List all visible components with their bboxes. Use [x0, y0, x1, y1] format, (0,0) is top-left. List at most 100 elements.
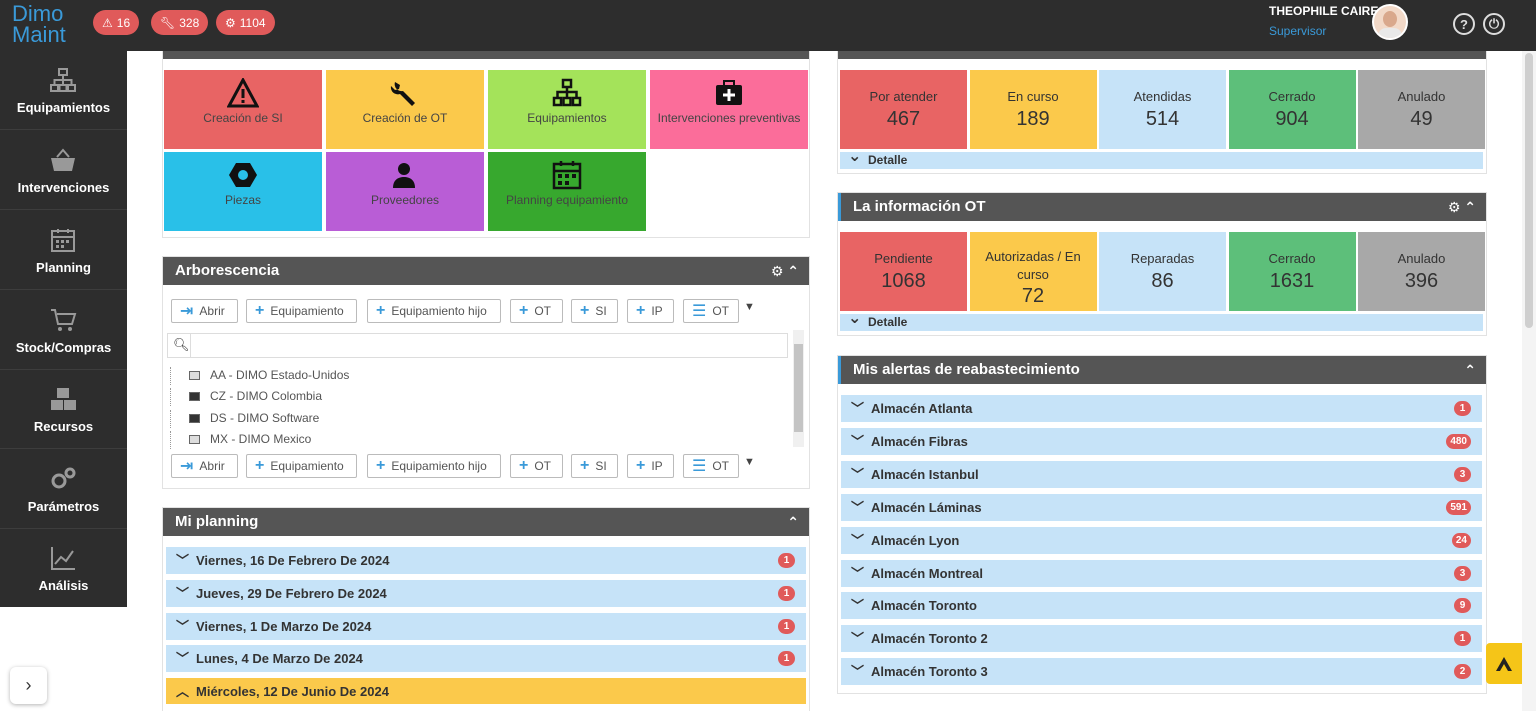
- tree-panel-controls[interactable]: ⚙ ⌃: [771, 257, 799, 285]
- sidebar-item-equipamientos[interactable]: Equipamientos: [0, 51, 127, 130]
- planning-row[interactable]: ﹀ Viernes, 1 De Marzo De 2024 1: [166, 612, 806, 640]
- tile-creaci-n-de-si[interactable]: Creación de SI: [164, 70, 322, 149]
- si-button[interactable]: + SI: [571, 454, 618, 478]
- tile-proveedores[interactable]: Proveedores: [326, 152, 484, 231]
- planning-row[interactable]: ︿ Miércoles, 12 De Junio De 2024: [166, 678, 806, 705]
- ot-button[interactable]: + OT: [510, 454, 563, 478]
- chevron-up-icon[interactable]: ⌃: [787, 263, 799, 279]
- sidebar-item-parametros[interactable]: Parámetros: [0, 450, 127, 529]
- alert-row[interactable]: ﹀ Almacén Toronto 3 2: [841, 658, 1482, 686]
- maintenance-badge[interactable]: ⚙ 1104: [216, 10, 275, 35]
- si-detail-toggle[interactable]: Detalle: [840, 148, 1483, 169]
- ot-detail-toggle[interactable]: Detalle: [840, 310, 1483, 331]
- count-badge: 2: [1454, 664, 1471, 680]
- tile-planning-equipamiento[interactable]: Planning equipamiento: [488, 152, 646, 231]
- count-badge: 24: [1451, 532, 1471, 548]
- alert-row[interactable]: ﹀ Almacén Toronto 9: [841, 592, 1482, 620]
- tile-piezas[interactable]: Piezas: [164, 152, 322, 231]
- warning-icon: ⚠: [102, 15, 113, 30]
- planning-row[interactable]: ﹀ Viernes, 16 De Febrero De 2024 1: [166, 547, 806, 574]
- logo-line-2: Maint: [12, 22, 66, 47]
- chevron-up-icon[interactable]: ⌃: [787, 514, 799, 530]
- gears-icon[interactable]: ⚙: [1447, 199, 1461, 215]
- work-orders-badge[interactable]: 🔧︎ 328: [151, 10, 209, 35]
- count-badge: 3: [1454, 466, 1471, 482]
- tree-connector: [170, 388, 184, 407]
- user-name[interactable]: THEOPHILE CAIRE: [1269, 4, 1379, 18]
- gears-icon[interactable]: ⚙: [770, 263, 784, 279]
- tree-node[interactable]: DS - DIMO Software: [170, 409, 770, 428]
- chevron-up-icon[interactable]: ⌃: [1464, 362, 1476, 378]
- sidebar-item-recursos[interactable]: Recursos: [0, 370, 127, 449]
- alert-row[interactable]: ﹀ Almacén Atlanta 1: [841, 395, 1482, 422]
- alerts-badge[interactable]: ⚠ 16: [93, 10, 140, 35]
- count-badge: 1: [1454, 631, 1471, 647]
- chevron-down-icon: ﹀: [851, 466, 865, 482]
- alert-row[interactable]: ﹀ Almacén Láminas 591: [841, 493, 1482, 521]
- assistant-button[interactable]: [1486, 643, 1522, 684]
- ot-button[interactable]: + OT: [510, 299, 563, 323]
- alert-row[interactable]: ﹀ Almacén Montreal 3: [841, 559, 1482, 587]
- ot-button[interactable]: ☰ OT: [683, 299, 739, 323]
- calendar-icon: [551, 160, 583, 190]
- dropdown-caret-icon[interactable]: ▼: [744, 456, 755, 468]
- tile-creaci-n-de-ot[interactable]: Creación de OT: [326, 70, 484, 149]
- button-label: Equipamiento hijo: [391, 459, 487, 473]
- equipamiento-hijo-button[interactable]: + Equipamiento hijo: [367, 454, 501, 478]
- plus-icon: +: [255, 457, 265, 474]
- ot-stat-cerrado[interactable]: Cerrado 1631: [1228, 232, 1356, 311]
- ot-stat-pendiente[interactable]: Pendiente 1068: [840, 232, 967, 311]
- chevron-up-icon[interactable]: ⌃: [1464, 199, 1476, 215]
- chevron-down-icon: ﹀: [851, 433, 865, 449]
- power-icon[interactable]: ⏻: [1483, 13, 1505, 35]
- plus-icon: +: [255, 302, 265, 319]
- abrir-button[interactable]: ⇥ Abrir: [171, 299, 238, 323]
- tree-node-label: CZ - DIMO Colombia: [210, 389, 323, 404]
- app-logo[interactable]: Dimo Maint: [12, 3, 66, 47]
- abrir-button[interactable]: ⇥ Abrir: [171, 454, 238, 478]
- ot-stat-anulado[interactable]: Anulado 396: [1358, 232, 1485, 311]
- ip-button[interactable]: + IP: [627, 454, 674, 478]
- ip-button[interactable]: + IP: [627, 299, 674, 323]
- sidebar-item-analisis[interactable]: Análisis: [0, 529, 127, 608]
- tree-scrollbar[interactable]: [793, 330, 804, 447]
- si-stat-anulado[interactable]: Anulado 49: [1358, 70, 1485, 149]
- button-label: Abrir: [199, 459, 225, 473]
- alert-row[interactable]: ﹀ Almacén Toronto 2 1: [841, 625, 1482, 653]
- sidebar-item-label: Equipamientos: [16, 100, 111, 115]
- equipamiento-button[interactable]: + Equipamiento: [246, 299, 357, 323]
- tree-node[interactable]: AA - DIMO Estado-Unidos: [170, 367, 770, 385]
- ot-button[interactable]: ☰ OT: [683, 454, 739, 478]
- alert-row[interactable]: ﹀ Almacén Fibras 480: [841, 427, 1482, 455]
- si-stat-en-curso[interactable]: En curso 189: [969, 70, 1097, 149]
- si-stat-por-atender[interactable]: Por atender 467: [840, 70, 967, 149]
- equipamiento-button[interactable]: + Equipamiento: [246, 454, 357, 478]
- help-icon[interactable]: ?: [1453, 13, 1475, 35]
- planning-row[interactable]: ﹀ Lunes, 4 De Marzo De 2024 1: [166, 645, 806, 673]
- tile-intervenciones-preventivas[interactable]: Intervenciones preventivas: [650, 70, 808, 149]
- dropdown-caret-icon[interactable]: ▼: [744, 301, 755, 313]
- chevron-down-icon: ﹀: [176, 618, 190, 634]
- tile-equipamientos[interactable]: Equipamientos: [488, 70, 646, 149]
- avatar[interactable]: [1372, 4, 1408, 40]
- equipamiento-hijo-button[interactable]: + Equipamiento hijo: [367, 299, 501, 323]
- sidebar-item-stock-compras[interactable]: Stock/Compras: [0, 291, 127, 370]
- planning-row[interactable]: ﹀ Jueves, 29 De Febrero De 2024 1: [166, 579, 806, 607]
- si-button[interactable]: + SI: [571, 299, 618, 323]
- page-scrollbar[interactable]: [1522, 51, 1536, 711]
- sidebar-item-intervenciones[interactable]: Intervenciones: [0, 131, 127, 210]
- stat-label: Anulado: [1397, 89, 1446, 104]
- ot-stat-autorizadas-en-curso[interactable]: Autorizadas / En curso 72: [969, 232, 1097, 311]
- alert-row[interactable]: ﹀ Almacén Lyon 24: [841, 526, 1482, 554]
- alert-row[interactable]: ﹀ Almacén Istanbul 3: [841, 460, 1482, 488]
- expand-sidebar-button[interactable]: ›: [10, 667, 47, 704]
- sidebar-item-planning[interactable]: Planning: [0, 211, 127, 290]
- tree-node[interactable]: MX - DIMO Mexico: [170, 430, 770, 449]
- si-stat-cerrado[interactable]: Cerrado 904: [1228, 70, 1356, 149]
- ot-panel-controls[interactable]: ⚙ ⌃: [1448, 193, 1476, 221]
- tree-search-input[interactable]: 🔍︎: [167, 333, 788, 358]
- si-stat-atendidas[interactable]: Atendidas 514: [1099, 70, 1226, 149]
- ot-stat-reparadas[interactable]: Reparadas 86: [1099, 232, 1226, 311]
- sidebar-item-label: Intervenciones: [17, 180, 110, 195]
- tree-node[interactable]: CZ - DIMO Colombia: [170, 388, 770, 407]
